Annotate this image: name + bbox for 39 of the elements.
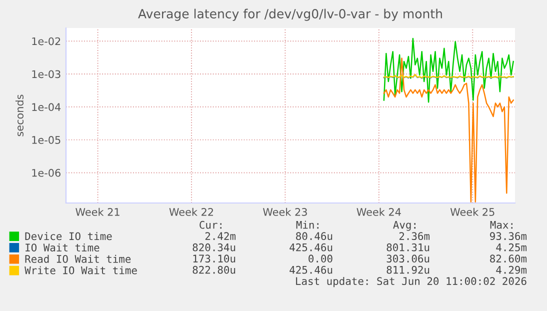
x-tick-label: Week 23 bbox=[262, 208, 307, 216]
y-tick-label: 1e-06 bbox=[32, 168, 60, 177]
y-tick-label: 1e-04 bbox=[32, 103, 61, 112]
text: 820.34u bbox=[192, 243, 236, 252]
y-tick-label: 1e-03 bbox=[32, 70, 60, 78]
text: 801.31u bbox=[386, 243, 430, 252]
legend-label: Write IO Wait time bbox=[24, 266, 137, 274]
legend-label: Device IO time bbox=[25, 232, 112, 240]
x-tick-label: Week 21 bbox=[76, 208, 120, 216]
text: 80.46u bbox=[296, 232, 332, 240]
text: 4.29m bbox=[496, 266, 527, 274]
text: Min: bbox=[296, 220, 318, 229]
text: Max: bbox=[490, 221, 512, 229]
chart-title: Average latency for /dev/vg0/lv-0-var - by month bbox=[138, 8, 442, 21]
y-axis-title: seconds bbox=[15, 94, 24, 136]
x-tick-label: Week 25 bbox=[450, 208, 494, 216]
text: 173.10u bbox=[193, 254, 236, 263]
text: 425.46u bbox=[290, 266, 332, 274]
text: 2.36m bbox=[399, 232, 430, 240]
legend-label: IO Wait time bbox=[26, 243, 100, 252]
text: 303.06u bbox=[386, 254, 430, 263]
line-series bbox=[383, 38, 514, 103]
x-tick-label: Week 22 bbox=[169, 208, 214, 216]
text: 822.80u bbox=[192, 266, 236, 274]
text: 811.92u bbox=[386, 266, 430, 274]
text: Avg: bbox=[393, 220, 416, 231]
line-series bbox=[383, 58, 514, 202]
legend-label: Read IO Wait time bbox=[25, 254, 131, 263]
text: 93.36m bbox=[490, 232, 527, 240]
text: 4.25m bbox=[496, 243, 527, 252]
y-tick-label: 1e-05 bbox=[32, 136, 60, 144]
x-tick-label: Week 24 bbox=[356, 208, 401, 216]
text: 0.00 bbox=[308, 254, 332, 263]
text: 425.46u bbox=[290, 243, 332, 252]
text: 82.60m bbox=[490, 254, 527, 263]
text: Last update: Sat Jun 20 11:00:02 2026 bbox=[296, 276, 526, 288]
text: Cur: bbox=[200, 220, 222, 229]
text: 2.42m bbox=[205, 232, 236, 240]
y-tick-label: 1e-02 bbox=[32, 37, 60, 46]
